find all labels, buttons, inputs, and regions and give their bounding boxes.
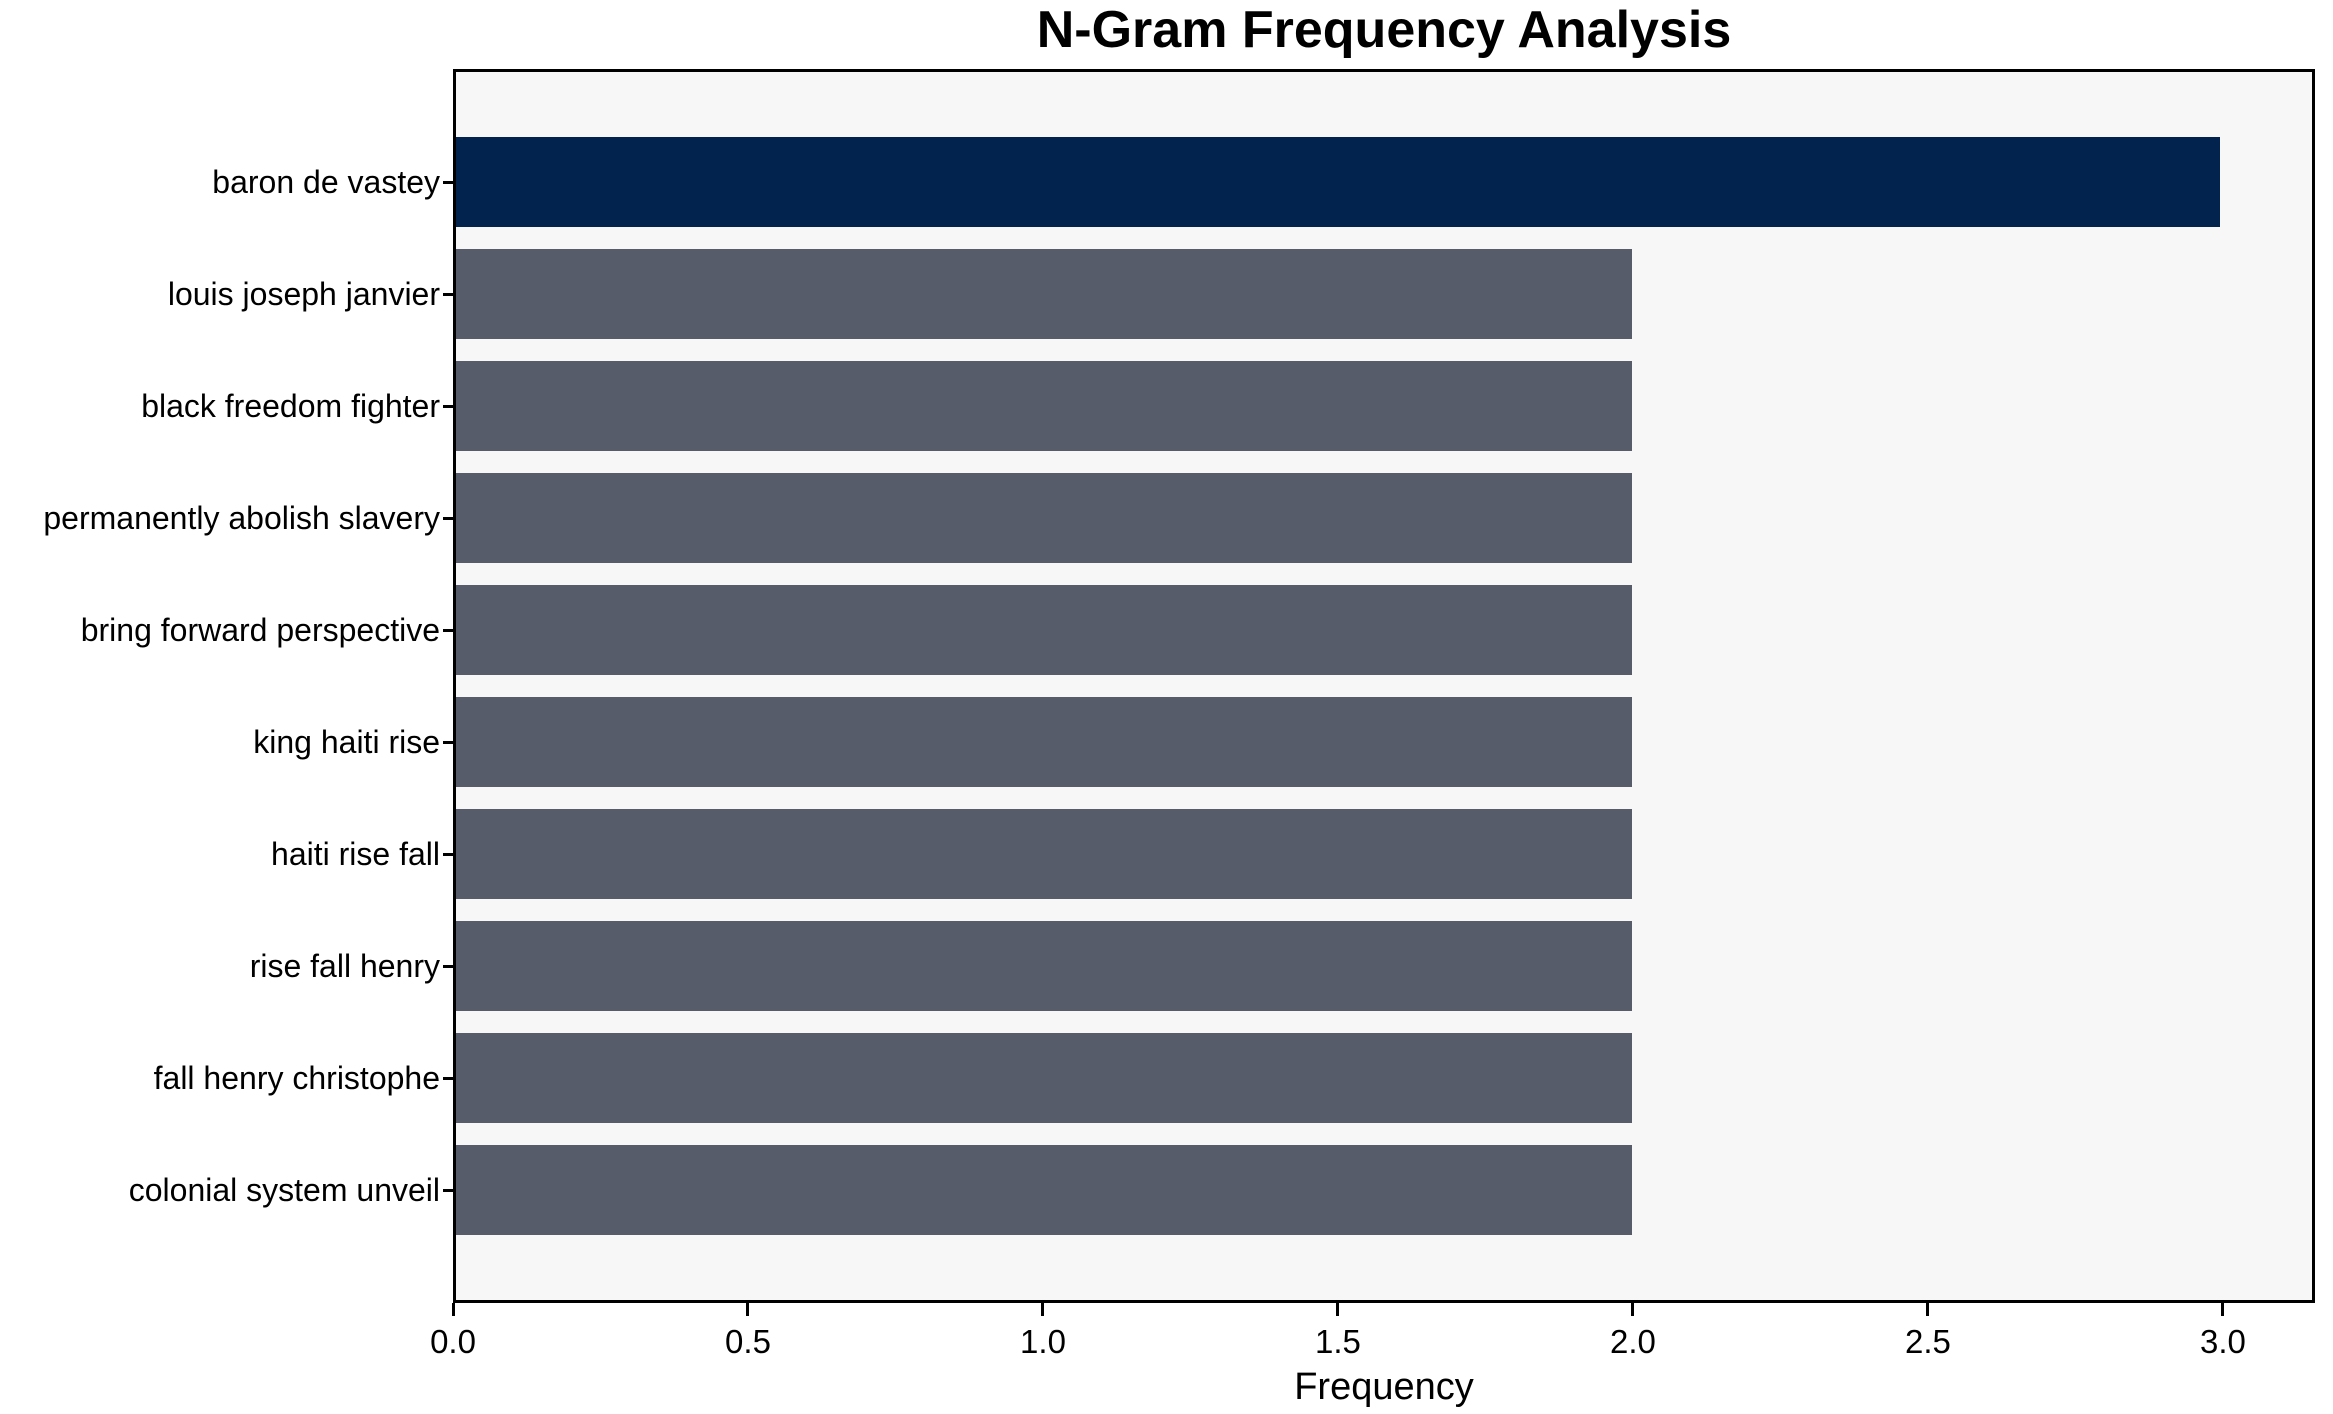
plot-area bbox=[453, 69, 2315, 1303]
y-tick-mark bbox=[443, 516, 453, 520]
y-tick-label: fall henry christophe bbox=[153, 1060, 440, 1096]
x-tick-mark bbox=[2221, 1303, 2225, 1316]
bar-bring-forward-perspective bbox=[456, 585, 1633, 675]
y-tick-mark bbox=[443, 180, 453, 184]
x-tick-label: 1.5 bbox=[1315, 1323, 1361, 1360]
x-tick-mark bbox=[746, 1303, 750, 1316]
bar-permanently-abolish-slavery bbox=[456, 473, 1633, 563]
y-tick-mark bbox=[443, 292, 453, 296]
bar-haiti-rise-fall bbox=[456, 809, 1633, 899]
x-tick-label: 0.0 bbox=[430, 1323, 476, 1360]
bar-black-freedom-fighter bbox=[456, 361, 1633, 451]
x-tick-label: 2.5 bbox=[1905, 1323, 1951, 1360]
y-tick-label: bring forward perspective bbox=[80, 612, 440, 648]
bar-rise-fall-henry bbox=[456, 921, 1633, 1011]
x-tick-mark bbox=[1041, 1303, 1045, 1316]
y-tick-label: permanently abolish slavery bbox=[43, 500, 440, 536]
y-tick-mark bbox=[443, 964, 453, 968]
x-tick-mark bbox=[1336, 1303, 1340, 1316]
x-tick-mark bbox=[1926, 1303, 1930, 1316]
y-tick-mark bbox=[443, 1076, 453, 1080]
y-tick-label: black freedom fighter bbox=[141, 388, 440, 424]
x-axis-label: Frequency bbox=[1294, 1366, 1474, 1408]
y-tick-mark bbox=[443, 628, 453, 632]
bar-louis-joseph-janvier bbox=[456, 249, 1633, 339]
y-tick-mark bbox=[443, 1188, 453, 1192]
x-tick-mark bbox=[1631, 1303, 1635, 1316]
y-tick-label: louis joseph janvier bbox=[167, 276, 440, 312]
y-tick-label: king haiti rise bbox=[253, 724, 440, 760]
bar-king-haiti-rise bbox=[456, 697, 1633, 787]
y-tick-mark bbox=[443, 404, 453, 408]
y-tick-label: haiti rise fall bbox=[271, 836, 440, 872]
y-tick-label: rise fall henry bbox=[249, 948, 440, 984]
x-tick-label: 3.0 bbox=[2200, 1323, 2246, 1360]
y-tick-label: baron de vastey bbox=[212, 164, 440, 200]
bar-colonial-system-unveil bbox=[456, 1145, 1633, 1235]
x-tick-label: 0.5 bbox=[725, 1323, 771, 1360]
chart-title: N-Gram Frequency Analysis bbox=[1036, 1, 1732, 59]
x-tick-label: 1.0 bbox=[1020, 1323, 1066, 1360]
bar-baron-de-vastey bbox=[456, 137, 2221, 227]
y-tick-label: colonial system unveil bbox=[128, 1172, 440, 1208]
bar-fall-henry-christophe bbox=[456, 1033, 1633, 1123]
y-tick-mark bbox=[443, 740, 453, 744]
x-tick-label: 2.0 bbox=[1610, 1323, 1656, 1360]
y-tick-mark bbox=[443, 852, 453, 856]
x-tick-mark bbox=[451, 1303, 455, 1316]
